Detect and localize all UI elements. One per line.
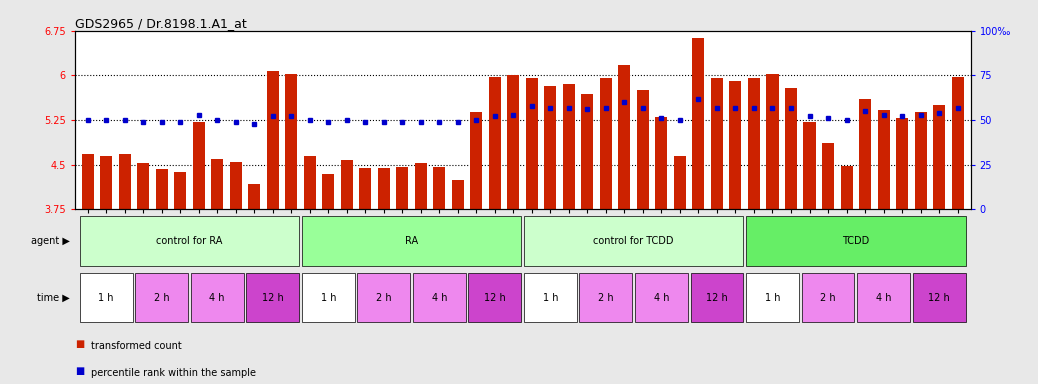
Bar bbox=[433, 167, 445, 209]
Text: time ▶: time ▶ bbox=[36, 293, 70, 303]
Bar bbox=[357, 273, 410, 322]
Bar bbox=[267, 71, 279, 209]
Text: transformed count: transformed count bbox=[91, 341, 182, 351]
Text: ■: ■ bbox=[75, 366, 84, 376]
Bar bbox=[619, 65, 630, 209]
Bar bbox=[156, 169, 168, 209]
Text: RA: RA bbox=[405, 236, 418, 246]
Text: 1 h: 1 h bbox=[99, 293, 114, 303]
Bar bbox=[803, 122, 816, 209]
Bar bbox=[359, 168, 372, 209]
Bar bbox=[229, 162, 242, 209]
Bar bbox=[746, 216, 965, 266]
Bar bbox=[581, 94, 594, 209]
Bar bbox=[397, 167, 408, 209]
Bar bbox=[524, 273, 577, 322]
Text: 12 h: 12 h bbox=[262, 293, 283, 303]
Text: 12 h: 12 h bbox=[484, 293, 506, 303]
Bar bbox=[526, 78, 538, 209]
Bar bbox=[302, 273, 355, 322]
Bar bbox=[248, 184, 261, 209]
Bar bbox=[785, 88, 797, 209]
Text: 2 h: 2 h bbox=[820, 293, 836, 303]
Bar bbox=[877, 110, 890, 209]
Bar bbox=[857, 273, 910, 322]
Text: 12 h: 12 h bbox=[706, 293, 728, 303]
Bar bbox=[933, 105, 945, 209]
Bar bbox=[470, 112, 483, 209]
Bar bbox=[730, 81, 741, 209]
Bar bbox=[118, 154, 131, 209]
Bar bbox=[801, 273, 854, 322]
Bar bbox=[524, 216, 743, 266]
Bar bbox=[674, 156, 686, 209]
Bar bbox=[82, 154, 93, 209]
Bar bbox=[174, 172, 186, 209]
Bar bbox=[193, 122, 204, 209]
Bar bbox=[914, 112, 927, 209]
Bar bbox=[80, 216, 299, 266]
Bar bbox=[544, 86, 556, 209]
Text: agent ▶: agent ▶ bbox=[31, 236, 70, 246]
Text: 1 h: 1 h bbox=[543, 293, 558, 303]
Bar bbox=[378, 168, 390, 209]
Text: 1 h: 1 h bbox=[321, 293, 336, 303]
Bar bbox=[655, 117, 667, 209]
Bar bbox=[912, 273, 965, 322]
Bar bbox=[137, 164, 149, 209]
Bar bbox=[468, 273, 521, 322]
Bar bbox=[635, 273, 688, 322]
Bar bbox=[302, 216, 521, 266]
Bar bbox=[859, 99, 871, 209]
Bar bbox=[952, 77, 963, 209]
Bar bbox=[746, 273, 799, 322]
Bar bbox=[841, 166, 852, 209]
Bar bbox=[896, 118, 908, 209]
Bar bbox=[340, 160, 353, 209]
Text: control for TCDD: control for TCDD bbox=[594, 236, 674, 246]
Bar bbox=[246, 273, 299, 322]
Text: control for RA: control for RA bbox=[157, 236, 223, 246]
Text: 12 h: 12 h bbox=[928, 293, 950, 303]
Bar bbox=[748, 78, 760, 209]
Text: 2 h: 2 h bbox=[154, 293, 169, 303]
Bar bbox=[508, 75, 519, 209]
Text: 2 h: 2 h bbox=[376, 293, 391, 303]
Bar bbox=[711, 78, 723, 209]
Text: 2 h: 2 h bbox=[598, 293, 613, 303]
Text: GDS2965 / Dr.8198.1.A1_at: GDS2965 / Dr.8198.1.A1_at bbox=[75, 17, 246, 30]
Bar bbox=[452, 180, 464, 209]
Bar bbox=[690, 273, 743, 322]
Text: TCDD: TCDD bbox=[842, 236, 870, 246]
Bar bbox=[600, 78, 612, 209]
Bar bbox=[579, 273, 632, 322]
Text: 4 h: 4 h bbox=[654, 293, 670, 303]
Bar bbox=[563, 84, 575, 209]
Bar bbox=[692, 38, 705, 209]
Text: 1 h: 1 h bbox=[765, 293, 781, 303]
Bar bbox=[191, 273, 244, 322]
Bar bbox=[322, 174, 334, 209]
Text: 4 h: 4 h bbox=[432, 293, 447, 303]
Bar bbox=[637, 90, 649, 209]
Bar bbox=[413, 273, 466, 322]
Bar bbox=[285, 74, 297, 209]
Bar bbox=[135, 273, 188, 322]
Text: 4 h: 4 h bbox=[210, 293, 225, 303]
Bar bbox=[415, 163, 427, 209]
Bar bbox=[212, 159, 223, 209]
Text: 4 h: 4 h bbox=[876, 293, 892, 303]
Bar bbox=[766, 74, 778, 209]
Bar bbox=[304, 156, 316, 209]
Bar bbox=[101, 156, 112, 209]
Text: percentile rank within the sample: percentile rank within the sample bbox=[91, 368, 256, 378]
Bar bbox=[489, 76, 501, 209]
Text: ■: ■ bbox=[75, 339, 84, 349]
Bar bbox=[822, 142, 834, 209]
Bar bbox=[80, 273, 133, 322]
